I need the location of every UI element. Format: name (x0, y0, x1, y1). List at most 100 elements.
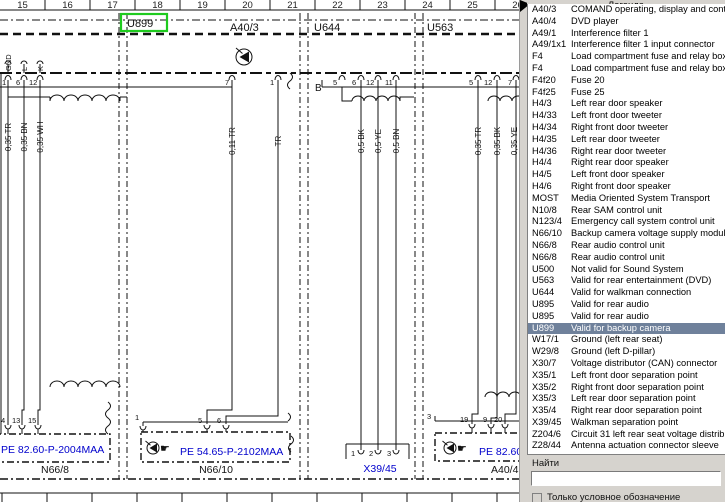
legend-row[interactable]: N10/8 Rear SAM control unit (528, 205, 725, 217)
legend-row[interactable]: X35/4 Right rear door separation point (528, 405, 725, 417)
link-x39-45[interactable]: X39/45 (363, 463, 396, 475)
legend-row-code: U895 (532, 298, 555, 309)
legend-row-code: N10/8 (532, 204, 557, 215)
legend-row[interactable]: W17/1 Ground (left rear seat) (528, 334, 725, 346)
wire-label: 0,35 WH (36, 121, 45, 152)
wire-label: 0,35 YE (510, 127, 519, 155)
legend-row[interactable]: F4 Load compartment fuse and relay box (528, 51, 725, 63)
legend-row[interactable]: F4 Load compartment fuse and relay box (528, 63, 725, 75)
legend-list[interactable]: A40/3 COMAND operating, display and contr… (527, 4, 725, 454)
legend-row-description: Valid for backup camera (571, 322, 671, 333)
pin-number: 19 (460, 415, 468, 424)
legend-row[interactable]: N66/8 Rear audio control unit (528, 252, 725, 264)
legend-row-description: Valid for rear audio (571, 298, 649, 309)
legend-row[interactable]: H4/36 Right rear door tweeter (528, 146, 725, 158)
legend-row[interactable]: U500 Not valid for Sound System (528, 264, 725, 276)
legend-row[interactable]: U895 Valid for rear audio (528, 311, 725, 323)
only-designation-checkbox[interactable] (532, 492, 542, 502)
shield-icon-n66-10 (145, 440, 160, 455)
legend-row-code: A40/3 (532, 4, 557, 14)
legend-row-code: Z204/6 (532, 428, 561, 439)
legend-row[interactable]: Z28/44 Antenna actuation connector sleeve (528, 440, 725, 452)
legend-row-code: N66/10 (532, 228, 562, 239)
legend-row-code: H4/3 (532, 98, 552, 109)
conn-label-l: L (20, 67, 29, 71)
legend-row-description: Valid for rear entertainment (DVD) (571, 275, 712, 286)
legend-row-code: U895 (532, 310, 555, 321)
legend-row-description: Right front door tweeter (571, 121, 669, 132)
panel-splitter[interactable] (519, 0, 530, 502)
option-label-u644: U644 (314, 22, 340, 34)
ruler-number: 23 (377, 0, 388, 11)
wire-label: TR (274, 135, 283, 146)
ruler-number: 16 (62, 0, 73, 11)
legend-row[interactable]: U644 Valid for walkman connection (528, 287, 725, 299)
legend-row[interactable]: H4/6 Right front door speaker (528, 181, 725, 193)
legend-row[interactable]: H4/5 Left front door speaker (528, 169, 725, 181)
pin-number: 7 (508, 78, 512, 87)
legend-row-code: W17/1 (532, 334, 559, 345)
legend-row[interactable]: F4f25 Fuse 25 (528, 87, 725, 99)
legend-row-description: Left rear door separation point (571, 393, 696, 404)
legend-row[interactable]: X35/3 Left rear door separation point (528, 393, 725, 405)
legend-row-description: Fuse 25 (571, 86, 605, 97)
legend-row[interactable]: A49/1x1 Interference filter 1 input conne… (528, 39, 725, 51)
legend-row[interactable]: A40/4 DVD player (528, 16, 725, 28)
wire-label: 0,35 BN (20, 122, 29, 151)
legend-row[interactable]: MOST Media Oriented System Transport (528, 193, 725, 205)
legend-panel: Легенда A40/3 COMAND operating, display a… (527, 0, 725, 502)
legend-row[interactable]: A40/3 COMAND operating, display and contr… (528, 4, 725, 16)
legend-row[interactable]: N123/4 Emergency call system control unit (528, 216, 725, 228)
document-link-a40-4[interactable]: PE 82.60- (479, 446, 526, 458)
legend-row[interactable]: H4/35 Left rear door tweeter (528, 134, 725, 146)
ruler-number: 17 (107, 0, 118, 11)
mouse-cursor-arrow (520, 0, 530, 12)
pin-number: 1 (2, 78, 6, 87)
legend-row-code: W29/8 (532, 346, 559, 357)
document-link-n66-10[interactable]: PE 54.65-P-2102MAA (180, 446, 283, 458)
wiring-diagram-canvas[interactable]: U899 A40/3 U644 U563 GND L K 1 6 12 7 1 … (0, 0, 527, 502)
pin-number: 1 (351, 449, 355, 458)
option-label-u563: U563 (427, 22, 453, 34)
wire-label: 0,35 BK (493, 126, 502, 155)
ruler-number: 15 (17, 0, 28, 11)
legend-row-code: Z28/44 (532, 440, 561, 451)
pin-number: 6 (352, 78, 356, 87)
legend-row-code: F4 (532, 51, 543, 62)
legend-row[interactable]: F4f20 Fuse 20 (528, 75, 725, 87)
legend-row[interactable]: H4/3 Left rear door speaker (528, 98, 725, 110)
legend-row[interactable]: H4/33 Left front door tweeter (528, 110, 725, 122)
pin-number: 15 (28, 416, 36, 425)
legend-row[interactable]: Z204/6 Circuit 31 left rear seat voltage … (528, 429, 725, 441)
legend-row-code: F4 (532, 62, 543, 73)
legend-row[interactable]: W29/8 Ground (left D-pillar) (528, 346, 725, 358)
legend-row-description: Voltage distributor (CAN) connector (571, 357, 718, 368)
legend-row[interactable]: X35/1 Left front door separation point (528, 370, 725, 382)
pin-number: 5 (469, 78, 473, 87)
option-corridor-borders (118, 13, 424, 479)
pin-number: 6 (16, 78, 20, 87)
legend-row[interactable]: U563 Valid for rear entertainment (DVD) (528, 275, 725, 287)
legend-row[interactable]: U899 Valid for backup camera (528, 322, 725, 335)
legend-row-code: H4/36 (532, 145, 557, 156)
find-input[interactable] (531, 471, 721, 486)
legend-row-description: Right front door separation point (571, 381, 704, 392)
legend-row-code: H4/34 (532, 121, 557, 132)
legend-row-description: Rear SAM control unit (571, 204, 662, 215)
legend-row[interactable]: H4/4 Right rear door speaker (528, 157, 725, 169)
legend-row[interactable]: X39/45 Walkman separation point (528, 417, 725, 429)
pin-number: 5 (198, 416, 202, 425)
legend-row[interactable]: A49/1 Interference filter 1 (528, 28, 725, 40)
legend-row[interactable]: H4/34 Right front door tweeter (528, 122, 725, 134)
pin-number: 7 (225, 78, 229, 87)
legend-row-description: Interference filter 1 input connector (571, 39, 715, 50)
legend-row[interactable]: X35/2 Right front door separation point (528, 382, 725, 394)
legend-row[interactable]: U895 Valid for rear audio (528, 299, 725, 311)
legend-row[interactable]: N66/8 Rear audio control unit (528, 240, 725, 252)
legend-row[interactable]: X30/7 Voltage distributor (CAN) connector (528, 358, 725, 370)
find-label: Найти (532, 458, 560, 469)
legend-row-description: Right rear door speaker (571, 157, 669, 168)
legend-row[interactable]: N66/10 Backup camera voltage supply modul… (528, 228, 725, 240)
document-link-n66-8[interactable]: PE 82.60-P-2004MAA (1, 444, 104, 456)
